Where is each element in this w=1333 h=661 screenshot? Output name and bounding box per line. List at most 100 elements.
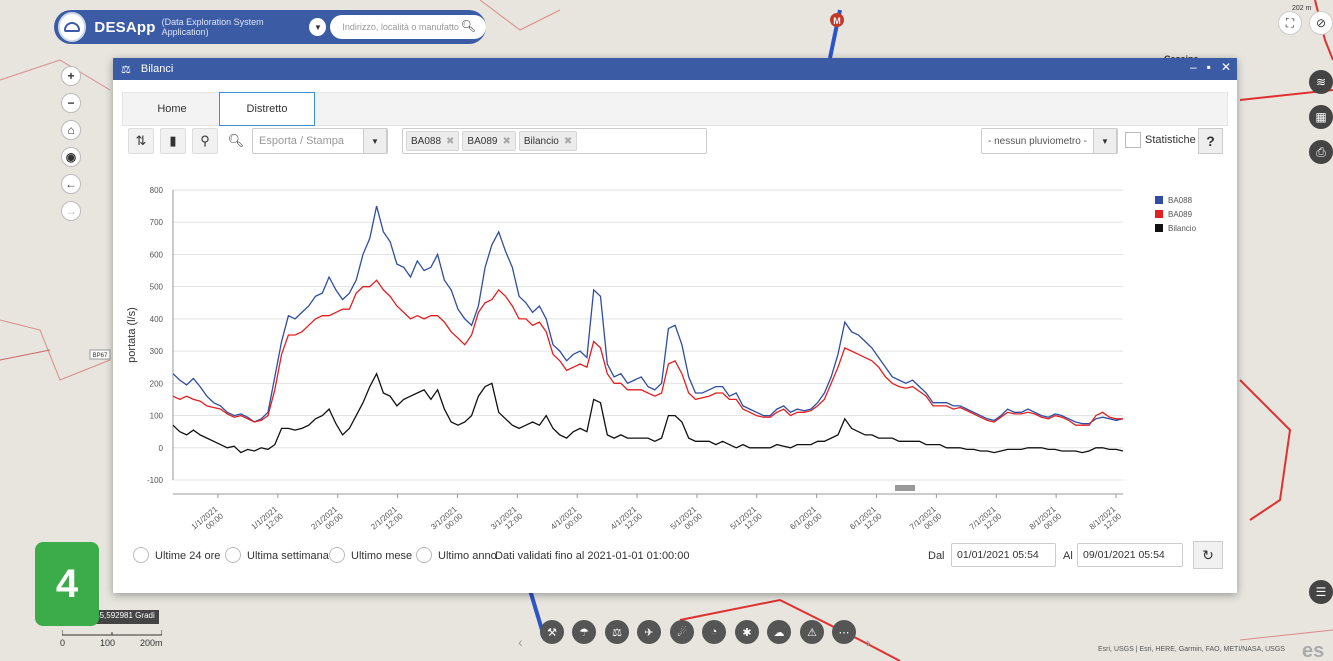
print-icon[interactable]: ⎙ xyxy=(1309,140,1333,164)
bar-chart-icon[interactable]: ▮ xyxy=(160,128,186,154)
balances-dialog: ⚖ Bilanci – ▪ ✕ Home Distretto ⇅ ▮ ⚲ 🔍︎ … xyxy=(113,58,1237,593)
road-label: BP67 xyxy=(93,353,108,359)
locate-icon[interactable]: ◉ xyxy=(61,147,81,167)
range-radio-month[interactable] xyxy=(329,547,345,563)
refresh-icon[interactable]: ↻ xyxy=(1193,541,1223,569)
balance-icon[interactable]: ⚖ xyxy=(605,620,629,644)
remove-tag-icon[interactable]: ✖ xyxy=(502,135,511,147)
x-tick-label: 2/1/202112:00 xyxy=(369,504,405,538)
home-icon[interactable]: ⌂ xyxy=(61,120,81,140)
tag-ba088[interactable]: BA088 ✖ xyxy=(406,131,460,151)
from-date-input[interactable]: 01/01/2021 05:54 xyxy=(951,543,1056,567)
export-print-select[interactable]: Esporta / Stampa ▼ xyxy=(252,128,388,154)
x-tick-label: 1/1/202112:00 xyxy=(250,504,286,538)
x-tick-label: 4/1/202100:00 xyxy=(549,504,585,538)
tag-bilancio[interactable]: Bilancio ✖ xyxy=(518,131,578,151)
forward-arrow-icon[interactable]: → xyxy=(61,201,81,221)
layers-icon[interactable]: ≋ xyxy=(1309,70,1333,94)
y-axis-label: portata (l/s) xyxy=(126,307,138,363)
legend-label: Bilancio xyxy=(1168,224,1197,233)
y-tick-label: 800 xyxy=(150,186,164,195)
fullscreen-icon[interactable]: ⛶ xyxy=(1278,11,1302,35)
y-tick-label: 100 xyxy=(150,412,164,421)
gauge-icon[interactable]: ☄ xyxy=(670,620,694,644)
x-tick-label: 8/1/202112:00 xyxy=(1088,504,1124,538)
chevron-down-icon[interactable]: ▼ xyxy=(1093,128,1117,154)
app-logo[interactable] xyxy=(58,12,87,42)
upload-icon[interactable]: ☁ xyxy=(767,620,791,644)
flow-chart[interactable]: -100 0 100 200 300 400 500 600 700 800 portata (l/… xyxy=(113,168,1237,538)
range-radio-year[interactable] xyxy=(416,547,432,563)
weather-icon[interactable]: ☂ xyxy=(572,620,596,644)
y-tick-label: 400 xyxy=(150,315,164,324)
zoom-search-icon[interactable]: 🔍︎ xyxy=(223,128,249,154)
x-tick-label: 7/1/202112:00 xyxy=(968,504,1004,538)
statistics-checkbox[interactable] xyxy=(1125,132,1141,148)
legend-swatch xyxy=(1155,196,1163,204)
scale-label: 100 xyxy=(100,638,116,648)
statistics-label: Statistiche xyxy=(1145,134,1196,146)
x-tick-label: 7/1/202100:00 xyxy=(908,504,944,538)
pluviometer-select[interactable]: - nessun pluviometro - ▼ xyxy=(981,128,1118,154)
valve-icon[interactable]: ✱ xyxy=(735,620,759,644)
grid-icon[interactable]: ▦ xyxy=(1309,105,1333,129)
zoom-out-button[interactable]: − xyxy=(61,93,81,113)
series-tag-input[interactable]: BA088 ✖ BA089 ✖ Bilancio ✖ xyxy=(402,128,707,154)
tab-distretto[interactable]: Distretto xyxy=(219,92,315,126)
range-label: Ultime 24 ore xyxy=(155,550,221,562)
range-radio-24h[interactable] xyxy=(133,547,149,563)
app-menu-chevron-icon[interactable]: ▼ xyxy=(309,18,327,36)
range-radio-week[interactable] xyxy=(225,547,241,563)
y-tick-label: 600 xyxy=(150,250,164,259)
y-tick-label: 500 xyxy=(150,283,164,292)
map-attribution: Esri, USGS | Esri, HERE, Garmin, FAO, ME… xyxy=(1098,646,1285,653)
dock-right-arrow-icon[interactable]: › xyxy=(866,634,871,650)
y-tick-label: -100 xyxy=(147,476,164,485)
zoom-in-button[interactable]: + xyxy=(61,66,81,86)
help-button[interactable]: ? xyxy=(1198,128,1223,154)
more-icon[interactable]: ⋯ xyxy=(832,620,856,644)
tools-icon[interactable]: ⚒ xyxy=(540,620,564,644)
x-tick-label: 5/1/202100:00 xyxy=(669,504,705,538)
address-search-input[interactable]: Indirizzo, località o manufatto 🔍︎ xyxy=(330,15,486,39)
visibility-off-icon[interactable]: ⊘ xyxy=(1309,11,1333,35)
close-icon[interactable]: ✕ xyxy=(1220,60,1231,74)
map-pin-icon[interactable]: ⚲ xyxy=(192,128,218,154)
alert-icon[interactable]: ⚠ xyxy=(800,620,824,644)
maximize-icon[interactable]: ▪ xyxy=(1206,60,1211,74)
minimize-icon[interactable]: – xyxy=(1189,60,1197,74)
back-arrow-icon[interactable]: ← xyxy=(61,174,81,194)
sort-icon[interactable]: ⇅ xyxy=(128,128,154,154)
y-tick-label: 200 xyxy=(150,379,164,388)
list-icon[interactable]: ☰ xyxy=(1309,580,1333,604)
legend-swatch xyxy=(1155,210,1163,218)
remove-tag-icon[interactable]: ✖ xyxy=(446,135,455,147)
remove-tag-icon[interactable]: ✖ xyxy=(563,135,573,147)
validated-note: Dati validati fino al 2021-01-01 01:00:0… xyxy=(495,550,690,562)
series-line-ba089 xyxy=(172,279,1123,426)
scale-label: 200m xyxy=(140,638,163,648)
y-tick-label: 700 xyxy=(150,218,164,227)
series-line-bilancio xyxy=(172,372,1124,454)
metro-marker: M xyxy=(833,16,841,26)
step-badge: 4 xyxy=(35,542,99,626)
from-label: Dal xyxy=(928,550,945,562)
search-icon[interactable]: 🔍︎ xyxy=(460,19,476,33)
leak-icon[interactable]: ✈ xyxy=(637,620,661,644)
dialog-header[interactable]: ⚖ Bilanci – ▪ ✕ xyxy=(113,58,1237,80)
to-label: Al xyxy=(1063,550,1073,562)
tag-ba089[interactable]: BA089 ✖ xyxy=(462,131,516,151)
tab-bar: Home Distretto xyxy=(122,92,1228,126)
tab-home[interactable]: Home xyxy=(157,103,187,115)
x-tick-label: 3/1/202100:00 xyxy=(429,504,465,538)
x-tick-label: 6/1/202112:00 xyxy=(848,504,884,538)
chart-toolbar: ⇅ ▮ ⚲ 🔍︎ Esporta / Stampa ▼ BA088 ✖ BA089… xyxy=(128,128,1223,154)
app-subtitle: (Data Exploration System Application) xyxy=(161,17,264,37)
chevron-down-icon[interactable]: ▼ xyxy=(363,128,387,154)
top-scale-label: 202 m xyxy=(1292,5,1312,12)
to-date-input[interactable]: 09/01/2021 05:54 xyxy=(1077,543,1183,567)
dock-left-arrow-icon[interactable]: ‹ xyxy=(518,634,523,650)
x-tick-label: 6/1/202100:00 xyxy=(788,504,824,538)
pressure-icon[interactable]: ◔ xyxy=(702,620,726,644)
y-tick-label: 300 xyxy=(150,347,164,356)
